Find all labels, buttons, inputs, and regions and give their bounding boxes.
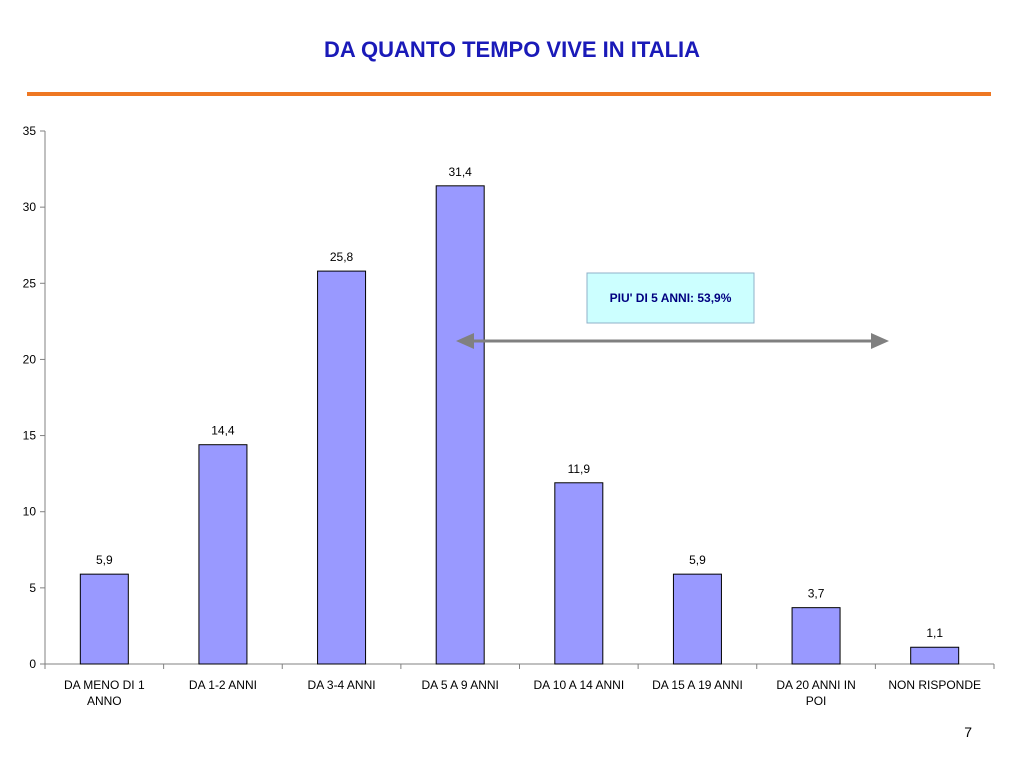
bar (317, 270, 367, 665)
bar (672, 573, 722, 665)
bar-value-label: 11,9 (568, 462, 591, 476)
annotation: PIU' DI 5 ANNI: 53,9% (456, 272, 889, 349)
x-category-label: DA 15 A 19 ANNI (652, 678, 743, 692)
y-tick-label: 20 (23, 352, 37, 366)
y-tick-label: 15 (23, 429, 37, 443)
arrow-head-left (456, 333, 474, 349)
bar-value-label: 1,1 (926, 626, 943, 640)
bar (554, 482, 604, 665)
bar-value-label: 5,9 (96, 553, 113, 567)
y-tick-label: 0 (29, 657, 36, 671)
x-category-label: DA MENO DI 1 (64, 678, 145, 692)
callout-box (586, 272, 755, 324)
x-category-label: DA 5 A 9 ANNI (421, 678, 498, 692)
bar (198, 444, 248, 665)
bar-value-label: 3,7 (808, 587, 825, 601)
title-underline (27, 92, 991, 96)
bar-value-label: 25,8 (330, 250, 354, 264)
bar-value-label: 31,4 (449, 165, 473, 179)
y-tick-label: 35 (23, 124, 37, 138)
y-axis-ticks: 0 5 10 15 20 25 30 35 (23, 124, 45, 671)
arrow-head-right (871, 333, 889, 349)
bar (910, 646, 960, 665)
x-category-label: NON RISPONDE (888, 678, 981, 692)
x-category-label: DA 20 ANNI IN (776, 678, 855, 692)
page-number: 7 (964, 724, 972, 740)
slide-title: DA QUANTO TEMPO VIVE IN ITALIA (323, 37, 701, 62)
y-tick-label: 10 (23, 505, 37, 519)
y-tick-label: 5 (29, 581, 36, 595)
bar-value-label: 5,9 (689, 553, 706, 567)
x-category-label: DA 1-2 ANNI (189, 678, 257, 692)
callout-text: PIU' DI 5 ANNI: 53,9% (610, 291, 732, 305)
y-tick-label: 30 (23, 200, 37, 214)
y-tick-label: 25 (23, 276, 37, 290)
x-category-label: DA 10 A 14 ANNI (533, 678, 624, 692)
bar (791, 607, 841, 665)
bar (79, 573, 129, 665)
x-axis-categories: DA MENO DI 1 ANNO DA 1-2 ANNI DA 3-4 ANNI DA… (44, 664, 995, 708)
x-category-label: DA 3-4 ANNI (308, 678, 376, 692)
bar-value-label: 14,4 (211, 424, 235, 438)
bars: 5,9 14,4 25,8 31,4 11,9 5,9 3,7 1,1 (79, 165, 960, 665)
bar (435, 185, 485, 665)
x-category-label: ANNO (87, 694, 122, 708)
x-category-label: POI (806, 694, 827, 708)
